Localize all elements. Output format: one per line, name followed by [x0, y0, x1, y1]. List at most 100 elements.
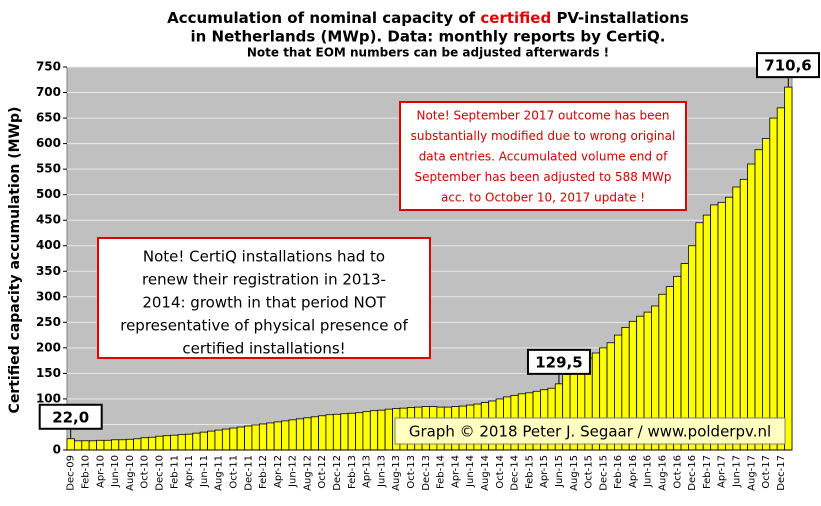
bar [288, 419, 297, 451]
data-label: 710,6 [764, 57, 811, 75]
note-text: renew their registration in 2013- [142, 271, 386, 289]
x-tick-label: Jun-11 [199, 455, 210, 488]
y-tick-label: 200 [36, 340, 61, 354]
x-tick-label: Jun-12 [288, 455, 299, 488]
y-tick-label: 150 [36, 366, 61, 380]
note-text: Note! September 2017 outcome has been [416, 109, 669, 123]
note-box [399, 101, 687, 211]
x-tick-label: Oct-14 [495, 455, 506, 489]
x-tick-label: Apr-14 [450, 455, 461, 488]
bar [147, 436, 157, 451]
bar [96, 439, 105, 451]
x-tick-label: Aug-15 [569, 455, 580, 491]
bar [369, 410, 379, 451]
bar [110, 439, 120, 451]
label-box [38, 403, 103, 430]
bar [310, 416, 319, 451]
bar [776, 107, 786, 451]
bar [199, 431, 208, 451]
x-tick-label: Dec-09 [66, 455, 77, 491]
bar [214, 429, 223, 451]
y-tick-label: 0 [53, 443, 61, 457]
x-tick-label: Feb-11 [169, 455, 180, 489]
note-text: acc. to October 10, 2017 update ! [441, 191, 645, 205]
bar [281, 420, 290, 451]
x-tick-label: Aug-12 [302, 455, 313, 491]
bar [244, 425, 253, 451]
y-tick-label: 750 [36, 60, 61, 74]
y-tick-label: 400 [36, 238, 61, 252]
chart-title: Accumulation of nominal capacity of cert… [167, 9, 689, 27]
bar [384, 408, 393, 451]
credit: Graph © 2018 Peter J. Segaar / www.polde… [409, 423, 771, 441]
bar [66, 438, 75, 451]
bar [784, 86, 793, 451]
bar [207, 430, 216, 451]
bar [695, 222, 704, 451]
title-part: Accumulation of nominal capacity of [167, 9, 480, 27]
bar [177, 434, 186, 451]
bar [140, 437, 149, 451]
x-tick-label: Feb-15 [524, 455, 535, 489]
x-tick-label: Aug-11 [214, 455, 225, 491]
note-text: September has been adjusted to 588 MWp [414, 170, 671, 184]
label-box [526, 348, 591, 375]
y-tick-label: 550 [36, 162, 61, 176]
x-tick-label: Dec-15 [598, 455, 609, 491]
x-tick-label: Apr-13 [362, 455, 373, 488]
bar [229, 427, 238, 451]
note-text: certified installations! [182, 340, 345, 358]
bar [769, 117, 778, 451]
bar [81, 440, 90, 451]
x-tick-label: Feb-12 [258, 455, 269, 489]
data-label: 22,0 [52, 408, 89, 426]
x-tick-label: Feb-17 [702, 455, 713, 489]
x-tick-label: Aug-10 [125, 455, 136, 491]
bar [717, 201, 726, 451]
x-tick-label: Oct-11 [228, 455, 239, 489]
bar [355, 412, 364, 451]
x-tick-label: Oct-13 [406, 455, 417, 489]
bar [747, 163, 756, 451]
credit-box [394, 417, 786, 445]
y-tick-label: 250 [36, 315, 61, 329]
bar [125, 438, 134, 451]
x-tick-label: Jun-10 [110, 455, 121, 488]
x-tick-label: Aug-16 [658, 455, 669, 491]
y-tick-label: 500 [36, 187, 61, 201]
bar [710, 204, 719, 451]
note-box [97, 237, 431, 359]
y-axis-label: Certified capacity accumulation (MWp) [7, 107, 23, 414]
bar [88, 440, 97, 451]
note-text: Note! CertiQ installations had to [143, 248, 385, 266]
y-tick-label: 100 [36, 391, 61, 405]
chart-subtitle: Note that EOM numbers can be adjusted af… [247, 46, 609, 60]
x-tick-label: Jun-16 [643, 455, 654, 488]
x-tick-label: Dec-16 [687, 455, 698, 491]
x-tick-label: Apr-10 [95, 455, 106, 488]
x-tick-label: Feb-16 [613, 455, 624, 489]
bar [118, 439, 127, 451]
bar [170, 434, 179, 451]
x-tick-label: Apr-12 [273, 455, 284, 488]
bar [184, 433, 194, 451]
y-tick-label: 350 [36, 264, 61, 278]
note-text: data entries. Accumulated volume end of [419, 150, 668, 164]
bar [73, 440, 83, 451]
note-text: substantially modified due to wrong orig… [411, 129, 676, 143]
bar [754, 149, 763, 451]
bar [362, 411, 371, 451]
bar [221, 428, 231, 451]
x-tick-label: Oct-15 [584, 455, 595, 489]
bar [739, 178, 749, 451]
x-tick-label: Dec-10 [154, 455, 165, 491]
bar [266, 422, 275, 451]
bar [702, 214, 712, 451]
x-tick-label: Feb-13 [347, 455, 358, 489]
bar [377, 409, 386, 451]
x-tick-label: Apr-17 [717, 455, 728, 488]
bar [103, 439, 112, 451]
title-part: certified [480, 9, 551, 27]
y-tick-label: 600 [36, 136, 61, 150]
